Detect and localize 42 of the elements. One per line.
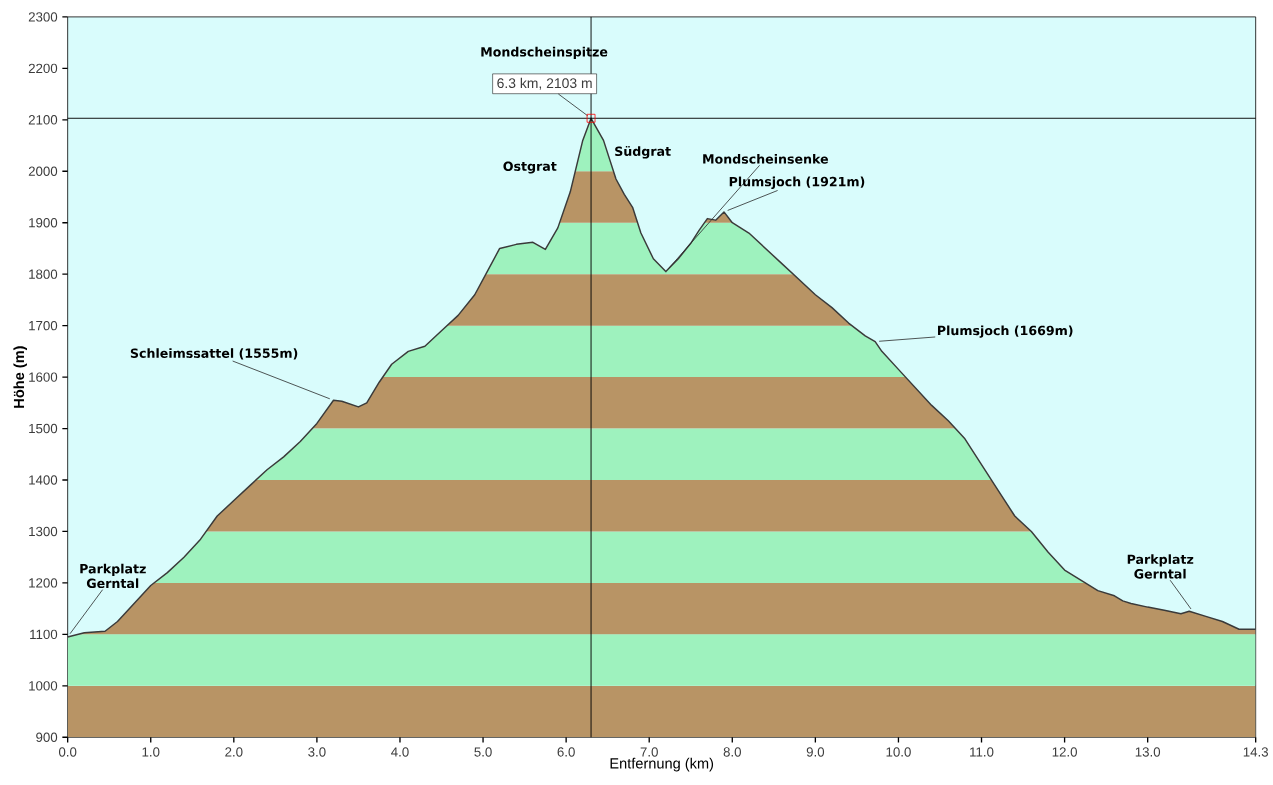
annotation: Parkplatz Gerntal [80, 563, 146, 589]
x-tick-label: 14.3 [1243, 747, 1269, 757]
y-tick-label: 1300 [29, 526, 58, 537]
x-tick-label: 3.0 [308, 747, 326, 757]
y-tick-label: 1900 [29, 218, 58, 228]
x-tick-label: 13.0 [1135, 747, 1161, 757]
x-tick-label: 6.0 [557, 747, 575, 757]
x-tick-label: 10.0 [886, 747, 911, 757]
y-tick-label: 900 [36, 732, 58, 742]
y-tick-label: 1800 [29, 269, 58, 279]
x-tick-label: 8.0 [723, 747, 741, 757]
x-tick-label: 0.0 [58, 747, 77, 757]
x-tick-label: 1.0 [142, 747, 160, 757]
annotation: Schleimssattel (1555m) [130, 348, 298, 360]
x-tick-label: 12.0 [1052, 747, 1077, 757]
y-axis-title: Höhe (m) [13, 346, 27, 408]
x-tick-label: 4.0 [391, 747, 409, 757]
x-tick-label: 5.0 [474, 747, 492, 757]
x-tick-label: 11.0 [970, 747, 994, 757]
y-tick-label: 1100 [30, 629, 58, 640]
annotation: Ostgrat [503, 161, 557, 174]
y-tick-label: 2200 [28, 63, 58, 74]
y-tick-label: 1000 [29, 681, 58, 691]
x-tick-label: 7.0 [640, 747, 658, 757]
x-tick-label: 9.0 [806, 747, 825, 757]
y-tick-label: 1200 [29, 578, 58, 588]
annotation: Mondscheinsenke [703, 153, 829, 164]
y-tick-label: 2000 [28, 166, 58, 176]
annotation: Südgrat [615, 146, 671, 159]
y-tick-label: 1700 [29, 320, 58, 331]
y-tick-label: 2300 [28, 12, 58, 22]
x-axis-title: Entfernung (km) [610, 757, 714, 772]
x-tick-label: 2.0 [225, 747, 243, 757]
y-tick-label: 1400 [29, 475, 58, 485]
y-tick-label: 1600 [29, 372, 58, 382]
annotation: Parkplatz Gerntal [1127, 554, 1194, 579]
annotation: 6.3 km, 2103 m [497, 77, 592, 90]
annotation: Mondscheinspitze [481, 46, 608, 60]
annotation: Plumsjoch (1921m) [729, 176, 865, 189]
y-tick-label: 1500 [29, 423, 58, 434]
y-tick-label: 2100 [28, 115, 58, 125]
annotation: Plumsjoch (1669m) [938, 325, 1073, 338]
